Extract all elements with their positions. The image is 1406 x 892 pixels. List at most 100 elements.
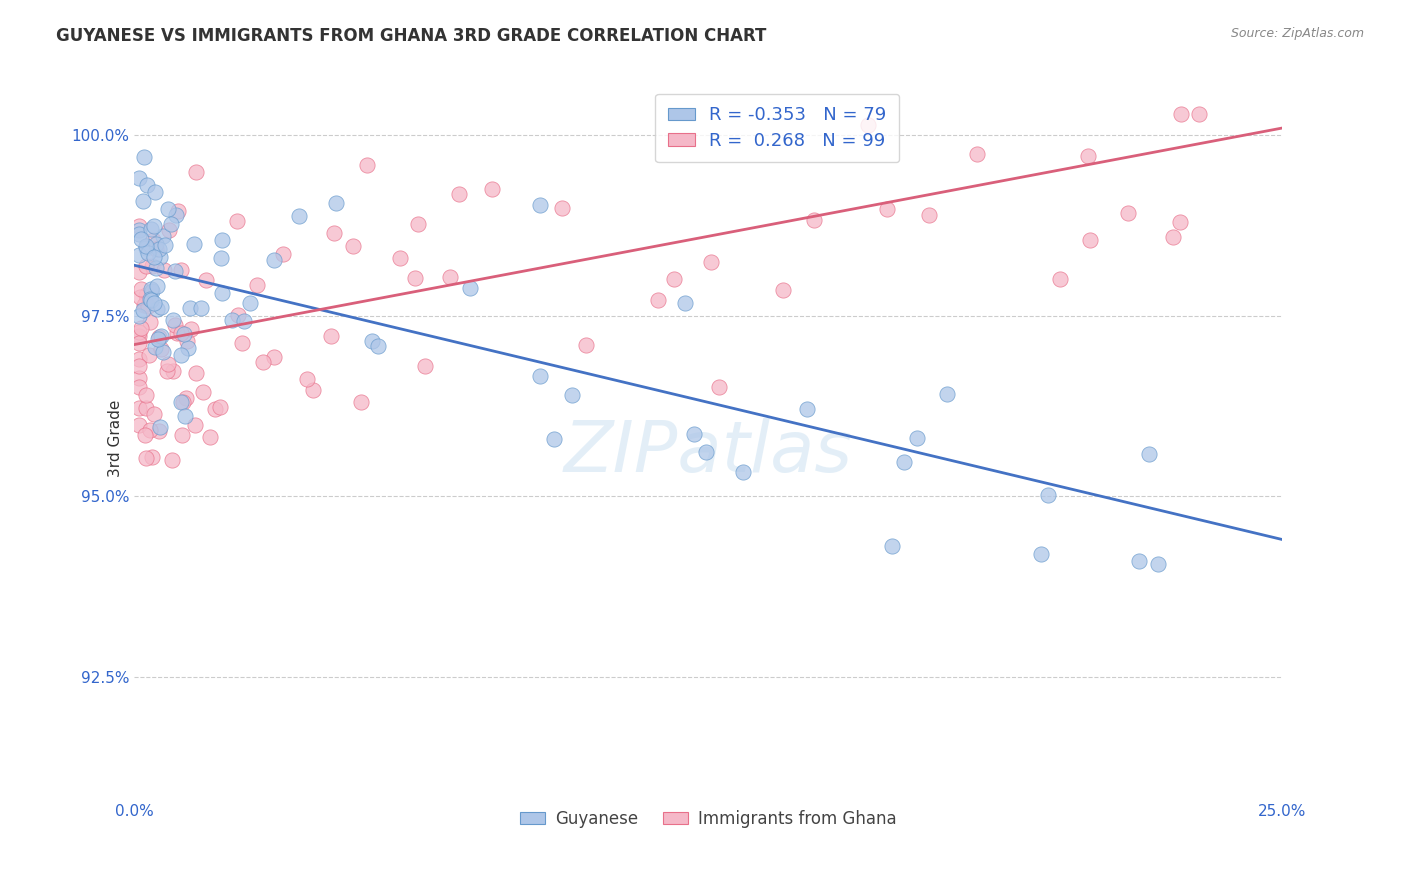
Point [179,301,201,315]
Point [481,182,503,196]
Point [135,240,157,254]
Point [156,364,179,378]
Point [129,290,152,304]
Point [128,380,150,394]
Point [134,297,156,311]
Point [138,348,160,362]
Point [128,335,150,350]
Point [136,245,159,260]
Point [177,341,200,355]
Point [132,150,155,164]
Point [141,260,163,274]
Point [195,273,218,287]
Point [167,203,190,218]
Legend: Guyanese, Immigrants from Ghana: Guyanese, Immigrants from Ghana [513,803,903,835]
Point [449,186,471,201]
Point [325,196,347,211]
Text: ZIPatlas: ZIPatlas [564,418,853,487]
Point [143,185,166,199]
Point [170,263,193,277]
Point [193,385,215,400]
Point [128,359,150,374]
Point [176,334,198,348]
Point [148,424,170,438]
Point [342,239,364,253]
Point [529,368,551,383]
Point [302,383,325,397]
Point [226,214,249,228]
Point [136,299,159,313]
Point [128,223,150,237]
Point [575,338,598,352]
Point [128,371,150,385]
Point [139,282,162,296]
Point [141,222,163,236]
Point [143,340,166,354]
Point [180,321,202,335]
Point [551,201,574,215]
Point [460,281,482,295]
Point [128,326,150,340]
Point [184,417,207,432]
Point [152,345,174,359]
Point [186,165,208,179]
Point [146,332,169,346]
Point [321,328,343,343]
Point [966,146,988,161]
Point [152,228,174,243]
Point [150,342,173,356]
Point [529,198,551,212]
Point [145,278,167,293]
Point [141,450,163,465]
Point [221,313,243,327]
Point [132,302,155,317]
Point [349,395,371,409]
Point [561,388,583,402]
Y-axis label: 3rd Grade: 3rd Grade [108,400,122,477]
Point [295,372,318,386]
Point [1137,447,1160,461]
Point [252,355,274,369]
Point [142,407,165,421]
Point [134,428,156,442]
Point [150,300,173,314]
Point [1146,557,1168,571]
Point [361,334,384,348]
Point [143,251,166,265]
Point [156,202,179,216]
Point [146,302,169,317]
Point [135,401,157,416]
Point [413,359,436,373]
Point [163,264,186,278]
Point [707,379,730,393]
Point [876,202,898,216]
Point [128,247,150,261]
Point [543,432,565,446]
Point [166,326,188,341]
Point [239,296,262,310]
Point [1036,488,1059,502]
Point [145,242,167,256]
Point [148,250,170,264]
Point [172,395,194,409]
Point [1116,206,1139,220]
Point [367,339,389,353]
Point [160,217,183,231]
Point [170,326,193,341]
Point [772,283,794,297]
Point [404,270,426,285]
Point [699,254,721,268]
Point [150,328,173,343]
Point [141,284,163,298]
Point [173,326,195,341]
Point [162,364,184,378]
Point [731,465,754,479]
Point [165,318,187,333]
Point [226,309,249,323]
Point [145,261,167,276]
Point [190,301,212,315]
Point [148,242,170,256]
Point [184,366,207,380]
Point [1031,547,1053,561]
Point [1078,233,1101,247]
